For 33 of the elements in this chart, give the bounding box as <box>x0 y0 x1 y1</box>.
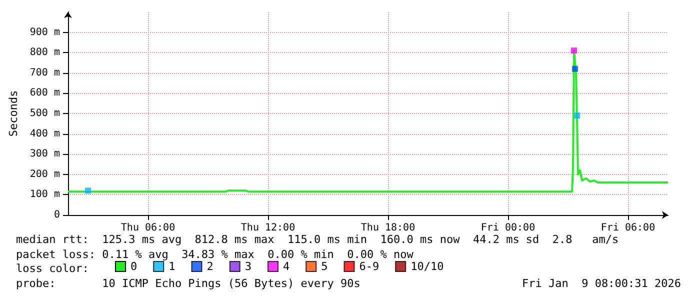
text: Fri Jan 9 08:00:31 2026 <box>522 277 682 290</box>
y-tick-label: 500 m <box>30 108 60 119</box>
x-tick-label: Thu 06:00 <box>120 222 176 234</box>
y-tick-label: 400 m <box>30 128 60 140</box>
legend-label: 1 <box>168 260 176 273</box>
y-tick-label: 200 m <box>30 168 60 180</box>
y-tick-label: 900 m <box>30 26 60 38</box>
text: packet loss: 0.11 % avg 34.83 % max 0.00 % min 0.00 % now <box>16 248 414 261</box>
y-axis-title: Seconds <box>7 90 20 137</box>
text: median rtt: 125.3 ms avg 812.8 ms max 115.0 ms min 160.0 ms now 44.2 ms sd 2.8 am/s <box>16 233 619 246</box>
x-tick-label: Thu 12:00 <box>240 222 296 234</box>
y-tick-label: 600 m <box>30 88 60 99</box>
y-tick-label: 700 m <box>30 67 60 78</box>
point <box>571 48 577 54</box>
point <box>574 112 580 119</box>
y-tick-label: 800 m <box>30 47 60 58</box>
legend-label: 10/10 <box>410 260 444 273</box>
legend-label: 0 <box>130 260 138 273</box>
legend-label: 6-9 <box>359 260 380 273</box>
x-tick-label: Fri 00:00 <box>480 222 536 234</box>
y-tick-label: 300 m <box>30 148 60 160</box>
legend-label: 4 <box>282 260 290 273</box>
x-tick-label: Thu 18:00 <box>360 222 416 234</box>
point <box>572 66 578 72</box>
legend-title: loss color: <box>16 262 89 275</box>
y-tick-label: 0 <box>54 210 60 220</box>
point <box>85 188 92 194</box>
legend-label: 2 <box>206 260 214 273</box>
x-tick-label: Fri 06:00 <box>600 222 656 234</box>
y-tick-label: 100 m <box>30 189 60 200</box>
legend-label: 5 <box>321 260 328 273</box>
legend-label: 3 <box>244 260 252 273</box>
text: probe: 10 ICMP Echo Pings (56 Bytes) every 90s <box>16 277 360 290</box>
